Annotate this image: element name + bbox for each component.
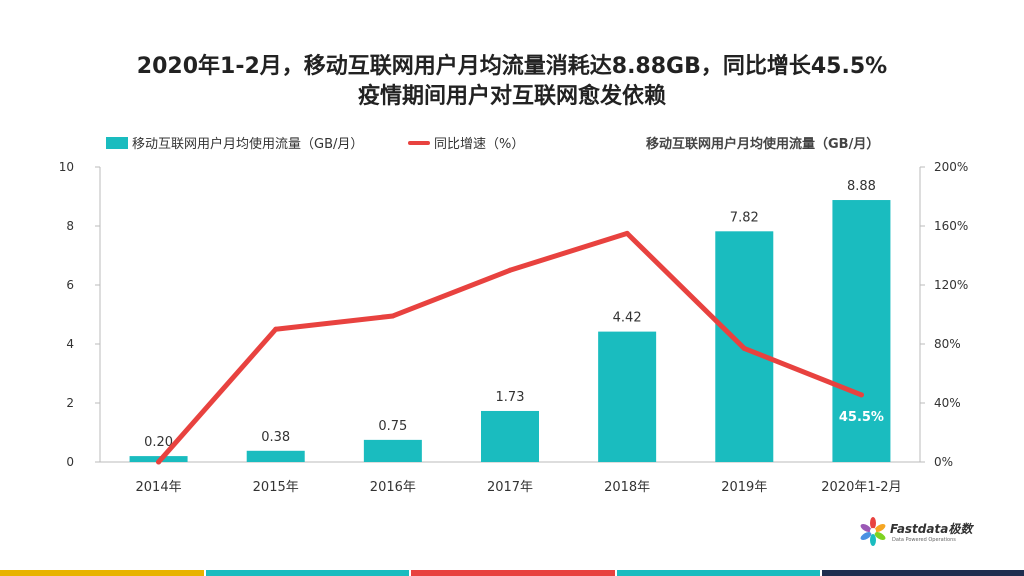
brand-logo: Fastdata极数 Data Powered Operations — [860, 516, 972, 546]
y-left-tick-label: 0 — [66, 455, 74, 469]
y-left-tick-label: 4 — [66, 337, 74, 351]
y-right-tick-label: 80% — [934, 337, 961, 351]
bar-value-label: 7.82 — [730, 210, 759, 225]
growth-point — [858, 392, 864, 398]
bottom-stripes — [0, 570, 1024, 576]
growth-point — [273, 326, 279, 332]
bar — [481, 410, 539, 462]
growth-point — [156, 459, 162, 465]
x-tick-label: 2014年 — [136, 480, 182, 495]
y-right-tick-label: 40% — [934, 396, 961, 410]
bar — [363, 439, 422, 462]
growth-point — [507, 267, 513, 273]
bar — [832, 200, 891, 463]
logo-tagline: Data Powered Operations — [892, 536, 956, 543]
legend-line-item: 同比增速（%） — [408, 133, 524, 152]
legend-line-swatch — [408, 140, 430, 145]
y-right-tick-label: 160% — [934, 219, 968, 233]
y-left-tick-label: 2 — [66, 396, 74, 410]
legend-bar-item: 移动互联网用户月均使用流量（GB/月） — [106, 133, 363, 152]
growth-point — [624, 230, 630, 236]
bar-value-label: 0.20 — [144, 435, 173, 450]
y-right-tick-label: 200% — [934, 160, 968, 174]
y-left-tick-label: 10 — [59, 160, 74, 174]
y-left-tick-label: 8 — [66, 219, 74, 233]
x-tick-label: 2015年 — [253, 480, 299, 495]
stripe-3 — [411, 570, 615, 576]
legend-line-label: 同比增速（%） — [434, 137, 525, 152]
growth-point — [390, 313, 396, 319]
flower-logo-icon — [860, 517, 886, 546]
legend-bar-label: 移动互联网用户月均使用流量（GB/月） — [132, 137, 364, 152]
x-tick-label: 2016年 — [370, 480, 416, 495]
x-tick-label: 2017年 — [487, 480, 533, 495]
bar-value-label: 0.38 — [261, 430, 290, 445]
bar — [246, 450, 305, 462]
stripe-4 — [616, 570, 821, 576]
growth-point-label: 45.5% — [839, 410, 884, 425]
stripe-2 — [205, 570, 410, 576]
y-right-tick-label: 0% — [934, 455, 953, 469]
stripe-1 — [0, 570, 204, 576]
x-tick-label: 2019年 — [721, 480, 767, 495]
bar-value-label: 0.75 — [378, 419, 407, 434]
stripe-5 — [822, 570, 1024, 576]
legend-bar-swatch — [106, 136, 128, 149]
x-tick-label: 2018年 — [604, 480, 650, 495]
chart-title-line2: 疫情期间用户对互联网愈发依赖 — [357, 84, 666, 109]
x-tick-label: 2020年1-2月 — [821, 480, 901, 495]
right-axis-header: 移动互联网用户月均使用流量（GB/月） — [646, 137, 880, 152]
bar-value-label: 8.88 — [847, 179, 876, 194]
logo-name: Fastdata极数 — [890, 521, 973, 536]
bar-value-label: 4.42 — [613, 311, 642, 326]
chart-title-line1: 2020年1-2月，移动互联网用户月均流量消耗达8.88GB，同比增长45.5% — [136, 54, 888, 79]
bar — [598, 331, 657, 462]
bar-value-label: 1.73 — [496, 390, 525, 405]
growth-point — [741, 345, 747, 351]
y-right-tick-label: 120% — [934, 278, 968, 292]
y-left-tick-label: 6 — [66, 278, 74, 292]
